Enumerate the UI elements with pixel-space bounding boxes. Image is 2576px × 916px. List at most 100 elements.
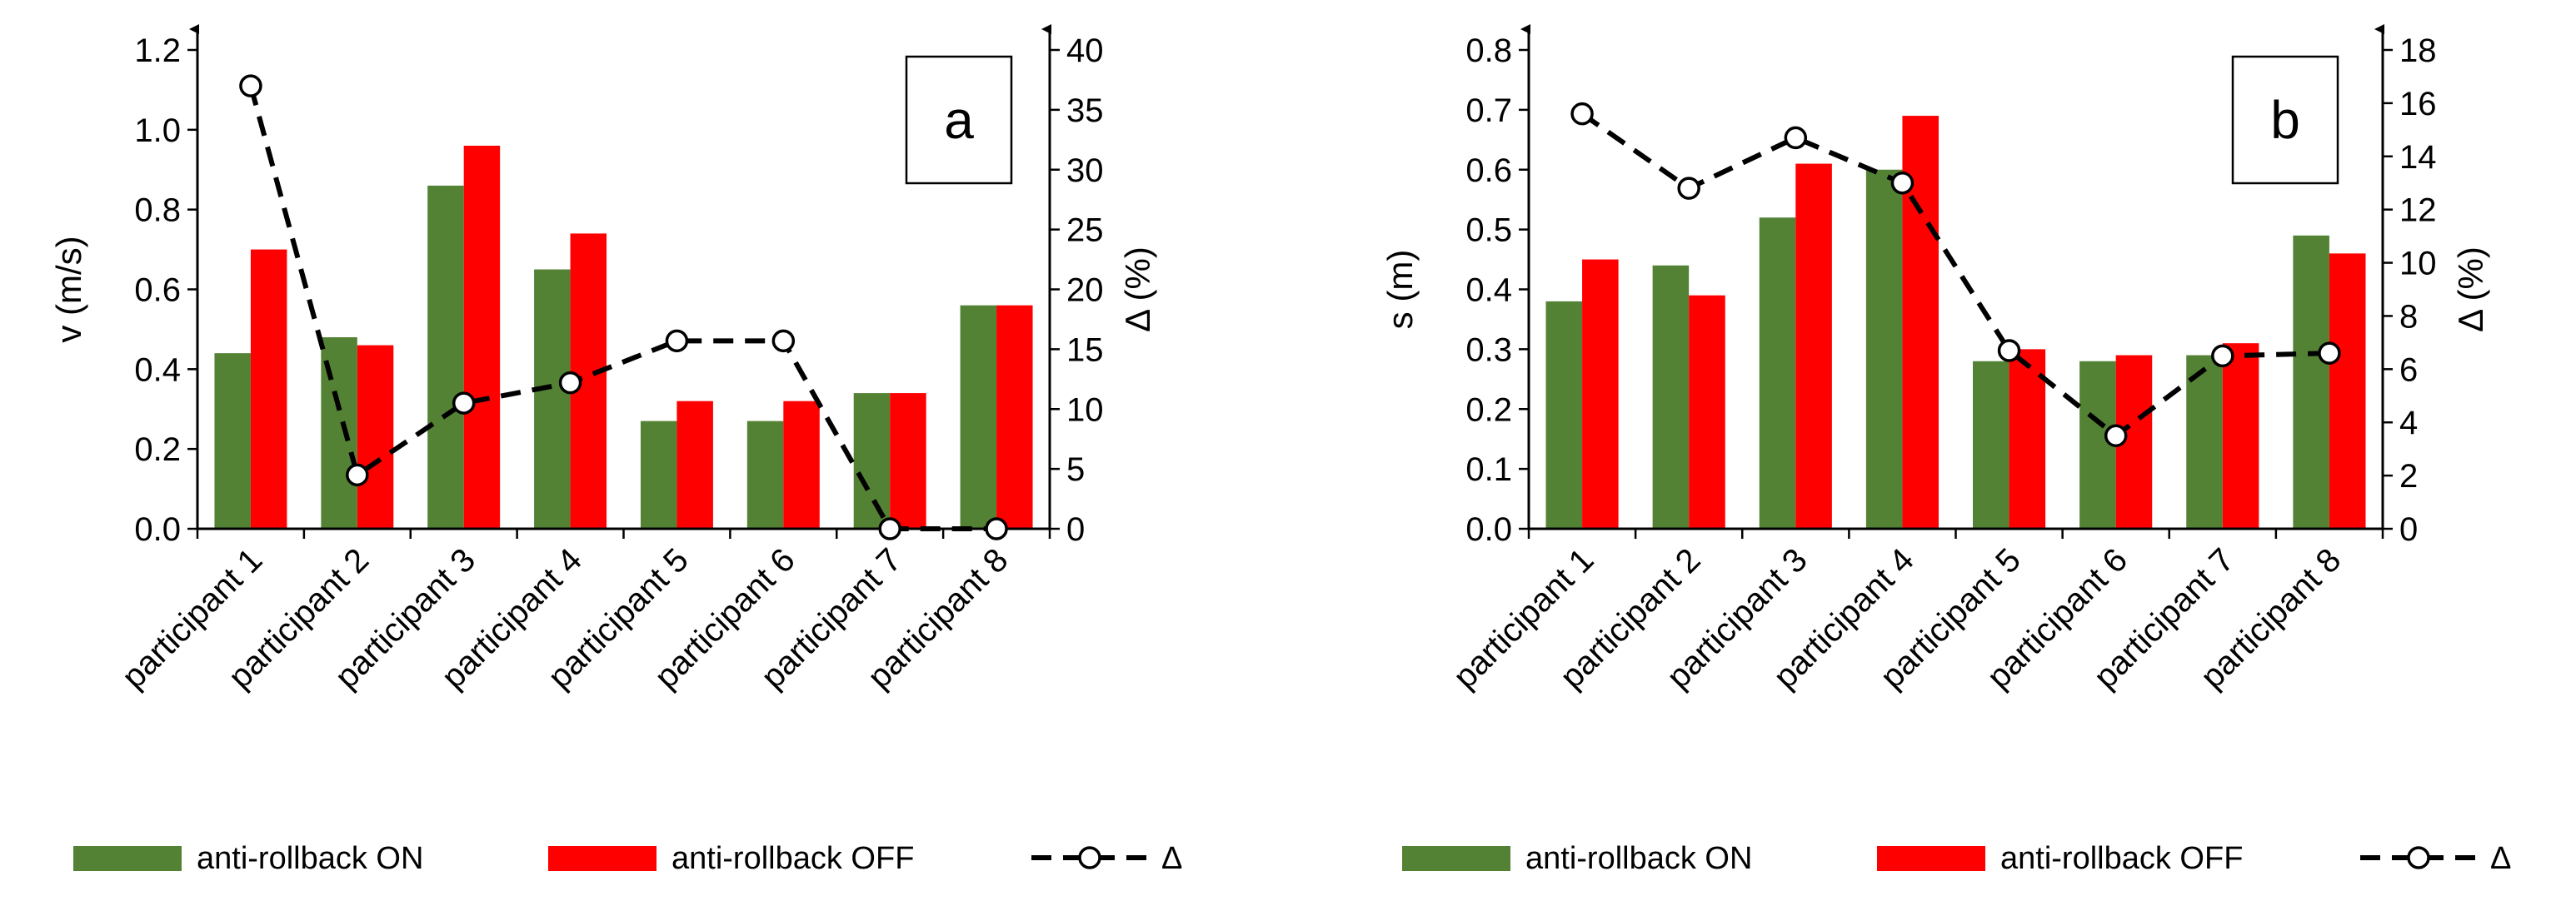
y-tick-label: 0.3 — [1465, 331, 1512, 368]
legend-swatch-on — [1402, 846, 1510, 871]
y2-tick-label: 0 — [2399, 511, 2418, 548]
legend-label-delta: Δ — [1161, 841, 1182, 876]
bar-off-1 — [250, 249, 287, 529]
y-tick-label: 1.2 — [134, 32, 181, 69]
panel-label-box — [2231, 55, 2339, 185]
legend-label-off: anti-rollback OFF — [2000, 841, 2243, 876]
y2-tick-label: 14 — [2399, 139, 2437, 176]
y2-tick-label: 18 — [2399, 32, 2437, 69]
y-tick-label: 0.0 — [134, 511, 181, 548]
bar-on-1 — [214, 353, 251, 529]
delta-point-5 — [1997, 339, 2021, 362]
legend-label-off: anti-rollback OFF — [671, 841, 914, 876]
bar-on-8 — [960, 305, 997, 529]
bar-off-7 — [2222, 343, 2259, 529]
delta-point-7 — [878, 517, 901, 540]
y2-tick-label: 10 — [1066, 391, 1104, 428]
y2-tick-label: 30 — [1066, 152, 1104, 189]
y2-tick-label: 2 — [2399, 458, 2418, 495]
legend-swatch-on — [73, 846, 182, 871]
y-tick-label: 0.8 — [1465, 32, 1512, 69]
y2-tick-label: 0 — [1066, 511, 1085, 548]
bar-off-8 — [2329, 253, 2366, 529]
y2-tick-label: 15 — [1066, 331, 1104, 368]
y-tick-label: 0.6 — [134, 272, 181, 309]
bar-off-1 — [1582, 259, 1619, 529]
y-tick-label: 0.1 — [1465, 451, 1512, 488]
y-tick-label: 0.4 — [134, 351, 181, 388]
y-tick-label: 0.8 — [134, 192, 181, 229]
legend-label-delta: Δ — [2490, 841, 2511, 876]
y-axis-title: v (m/s) — [49, 236, 88, 342]
y-tick-label: 0.2 — [1465, 391, 1512, 428]
y-tick-label: 0.7 — [1465, 92, 1512, 129]
y2-axis-title: Δ (%) — [2451, 246, 2490, 332]
y2-tick-label: 12 — [2399, 192, 2437, 229]
y2-tick-label: 5 — [1066, 451, 1085, 488]
bar-on-8 — [2293, 235, 2329, 529]
legend-label-on: anti-rollback ON — [1525, 841, 1752, 876]
y2-tick-label: 4 — [2399, 405, 2418, 441]
y-axis-title: s (m) — [1380, 250, 1420, 330]
delta-point-3 — [1784, 126, 1808, 150]
legend-marker-delta — [1078, 846, 1101, 869]
bar-off-5 — [676, 401, 713, 529]
bar-off-6 — [783, 401, 820, 529]
bar-on-5 — [1973, 361, 2009, 529]
bar-off-3 — [1795, 163, 1832, 529]
y-tick-label: 1.0 — [134, 112, 181, 149]
bar-on-7 — [853, 393, 891, 529]
delta-point-1 — [239, 74, 262, 97]
y2-tick-label: 6 — [2399, 351, 2418, 388]
delta-point-8 — [2318, 341, 2341, 365]
delta-point-6 — [2104, 424, 2128, 447]
delta-line — [1580, 112, 2330, 439]
y-tick-label: 0.5 — [1465, 212, 1512, 249]
bar-off-8 — [996, 305, 1033, 529]
bar-on-2 — [1652, 265, 1690, 529]
y2-tick-label: 10 — [2399, 246, 2437, 282]
y2-tick-label: 40 — [1066, 32, 1104, 69]
bar-on-4 — [1865, 169, 1903, 529]
bar-off-2 — [1689, 295, 1725, 529]
y-tick-label: 0.4 — [1465, 272, 1512, 309]
y2-tick-label: 35 — [1066, 92, 1104, 129]
bar-on-5 — [640, 421, 677, 529]
delta-point-4 — [558, 371, 582, 395]
bar-off-7 — [890, 393, 926, 529]
legend-swatch-off — [548, 846, 656, 871]
y2-tick-label: 20 — [1066, 272, 1104, 309]
bar-on-4 — [534, 269, 571, 529]
y-tick-label: 0.2 — [134, 431, 181, 468]
bar-on-6 — [746, 421, 784, 529]
bar-on-7 — [2186, 355, 2223, 529]
delta-point-1 — [1570, 102, 1594, 126]
delta-point-8 — [985, 517, 1008, 540]
panel-label: a — [944, 90, 974, 150]
legend-swatch-off — [1877, 846, 1985, 871]
legend-marker-delta — [2407, 846, 2430, 869]
panel-b: 0.0 0.1 0.2 0.3 0.4 0.5 0.6 0.7 0.8 0 2 4 6 8 10 12 14 16… — [1380, 24, 2511, 876]
y2-tick-label: 25 — [1066, 212, 1104, 249]
delta-point-6 — [771, 329, 796, 353]
delta-point-3 — [452, 391, 476, 415]
delta-line — [248, 85, 997, 531]
y2-tick-label: 16 — [2399, 86, 2437, 122]
delta-point-2 — [1677, 177, 1700, 200]
bar-off-3 — [463, 146, 501, 529]
bar-on-1 — [1545, 301, 1583, 529]
delta-point-2 — [346, 463, 369, 487]
y-tick-label: 0.6 — [1465, 152, 1512, 189]
y2-axis-title: Δ (%) — [1118, 246, 1157, 332]
panel-a: 0.00.20.40.60.81.01.20510152025303540par… — [49, 24, 1182, 876]
bar-off-2 — [357, 345, 394, 529]
bar-on-3 — [427, 185, 464, 529]
delta-point-4 — [1890, 171, 1915, 195]
delta-point-5 — [665, 329, 689, 353]
bar-off-5 — [2009, 349, 2046, 529]
panel-label-box — [905, 55, 1013, 185]
y2-tick-label: 8 — [2399, 298, 2418, 335]
legend-label-on: anti-rollback ON — [197, 841, 423, 876]
panel-label: b — [2270, 90, 2300, 150]
